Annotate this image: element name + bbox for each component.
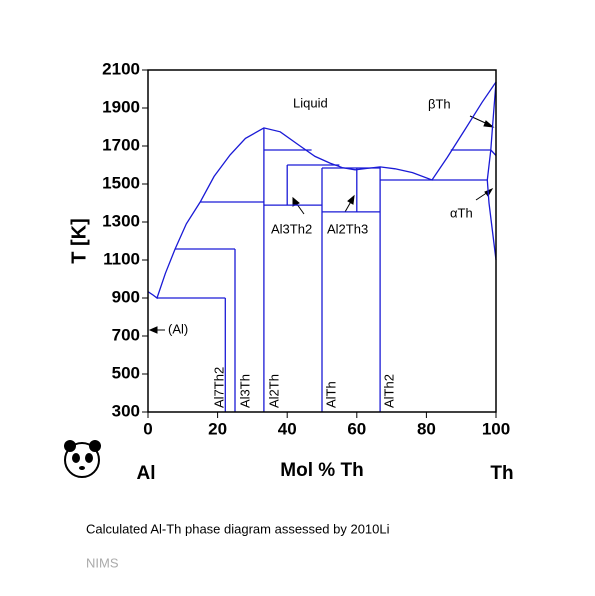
annotation: AlTh — [323, 381, 338, 408]
annotation: αTh — [450, 205, 473, 220]
annotation: Al2Th — [266, 374, 281, 408]
y-tick-label: 1500 — [102, 173, 140, 192]
component-label: Al — [137, 463, 156, 484]
y-tick-label: 1700 — [102, 135, 140, 154]
phase-boundary — [147, 81, 497, 300]
annotation: Al3Th2 — [271, 221, 312, 236]
source: NIMS — [86, 555, 119, 570]
y-tick-label: 700 — [112, 325, 140, 344]
annotation: (Al) — [168, 321, 188, 336]
annotation: AlTh2 — [381, 374, 396, 408]
plot-frame — [147, 69, 497, 413]
annotation: Al7Th2 — [211, 367, 226, 408]
y-tick-label: 500 — [112, 363, 140, 382]
y-tick-label: 300 — [112, 401, 140, 420]
caption: Calculated Al-Th phase diagram assessed … — [86, 521, 390, 536]
y-tick-label: 2100 — [102, 59, 140, 78]
x-tick-label: 20 — [208, 419, 227, 438]
phase-boundary — [490, 149, 497, 156]
y-tick-label: 900 — [112, 287, 140, 306]
x-tick-label: 40 — [278, 419, 297, 438]
x-axis-label: Mol % Th — [280, 460, 363, 481]
phase-boundary — [486, 81, 497, 261]
x-tick-label: 0 — [143, 419, 152, 438]
annotation: Al2Th3 — [327, 221, 368, 236]
x-tick-label: 80 — [417, 419, 436, 438]
annotation: Liquid — [293, 95, 328, 110]
x-tick-label: 100 — [482, 419, 510, 438]
x-tick-label: 60 — [347, 419, 366, 438]
y-tick-label: 1300 — [102, 211, 140, 230]
component-label: Th — [490, 463, 513, 484]
y-tick-label: 1900 — [102, 97, 140, 116]
panda-logo — [64, 440, 101, 478]
annotation: βTh — [428, 96, 451, 111]
annotation: Al3Th — [237, 374, 252, 408]
y-tick-label: 1100 — [103, 249, 140, 268]
y-axis-label: T [K] — [68, 218, 90, 264]
